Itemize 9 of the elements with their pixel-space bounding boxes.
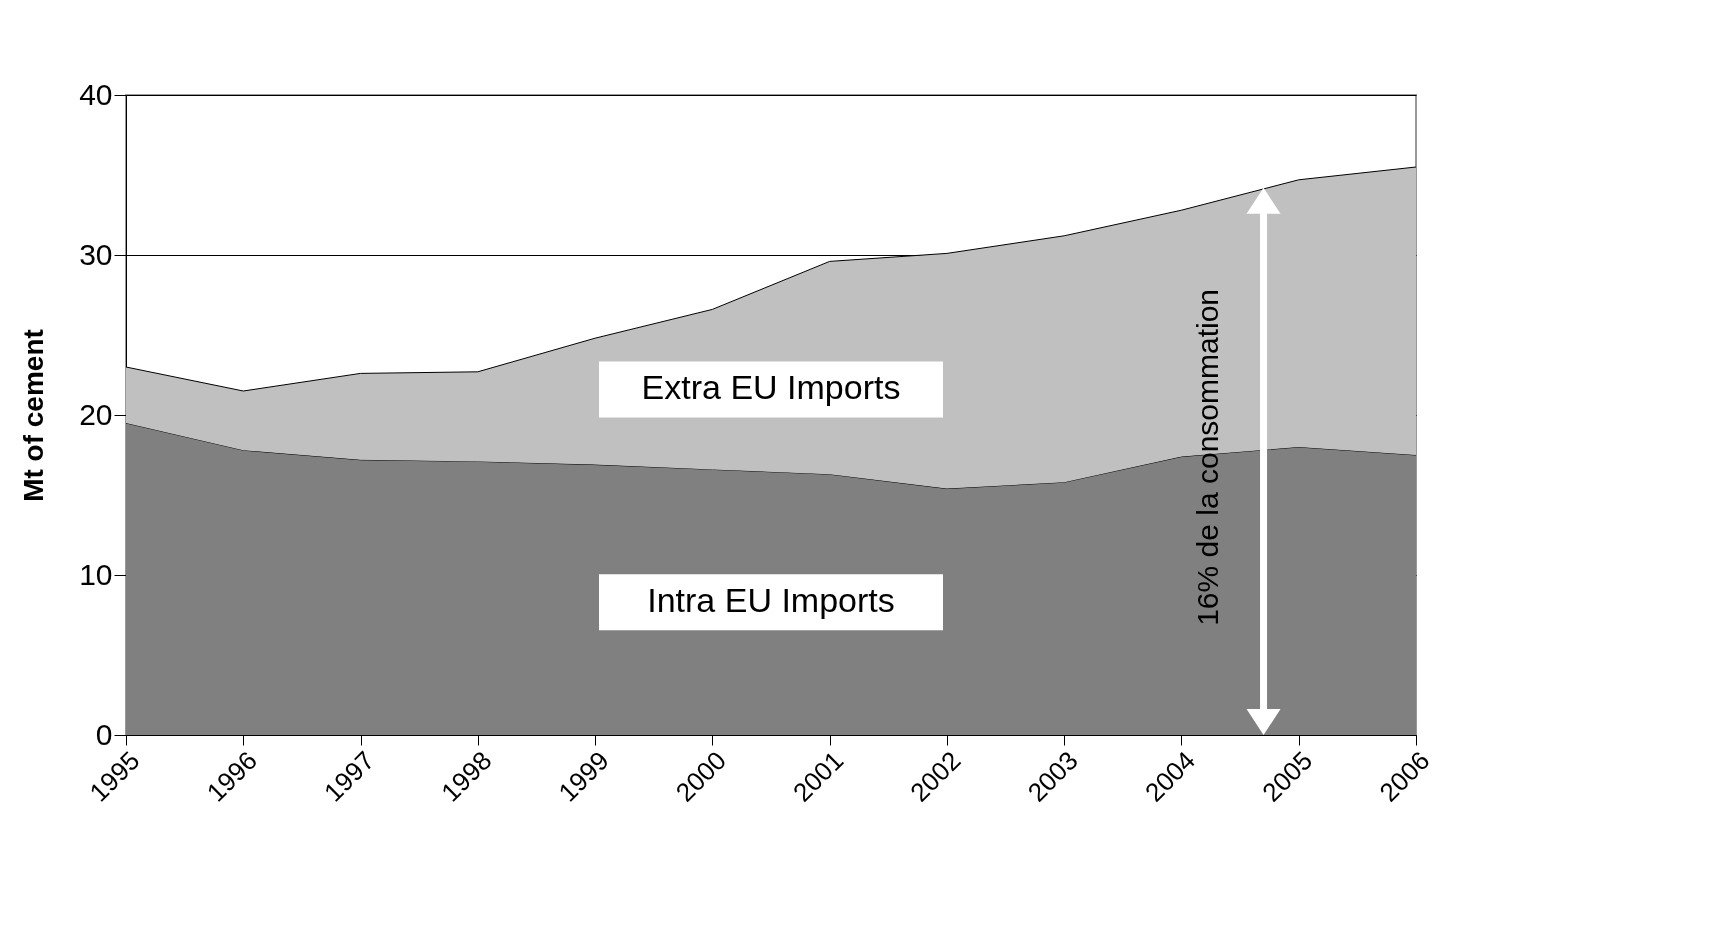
y-tick-label: 20 bbox=[79, 397, 113, 431]
y-tick-label: 40 bbox=[79, 77, 113, 111]
annotation: 16% de la consommation bbox=[1190, 288, 1224, 626]
y-tick-label: 30 bbox=[79, 237, 113, 271]
series-label: Intra EU Imports bbox=[647, 581, 895, 620]
y-tick-label: 10 bbox=[79, 557, 113, 591]
y-tick-label: 0 bbox=[95, 717, 113, 751]
series-label: Extra EU Imports bbox=[641, 368, 901, 407]
y-axis-title: Mt of cement bbox=[18, 329, 50, 502]
